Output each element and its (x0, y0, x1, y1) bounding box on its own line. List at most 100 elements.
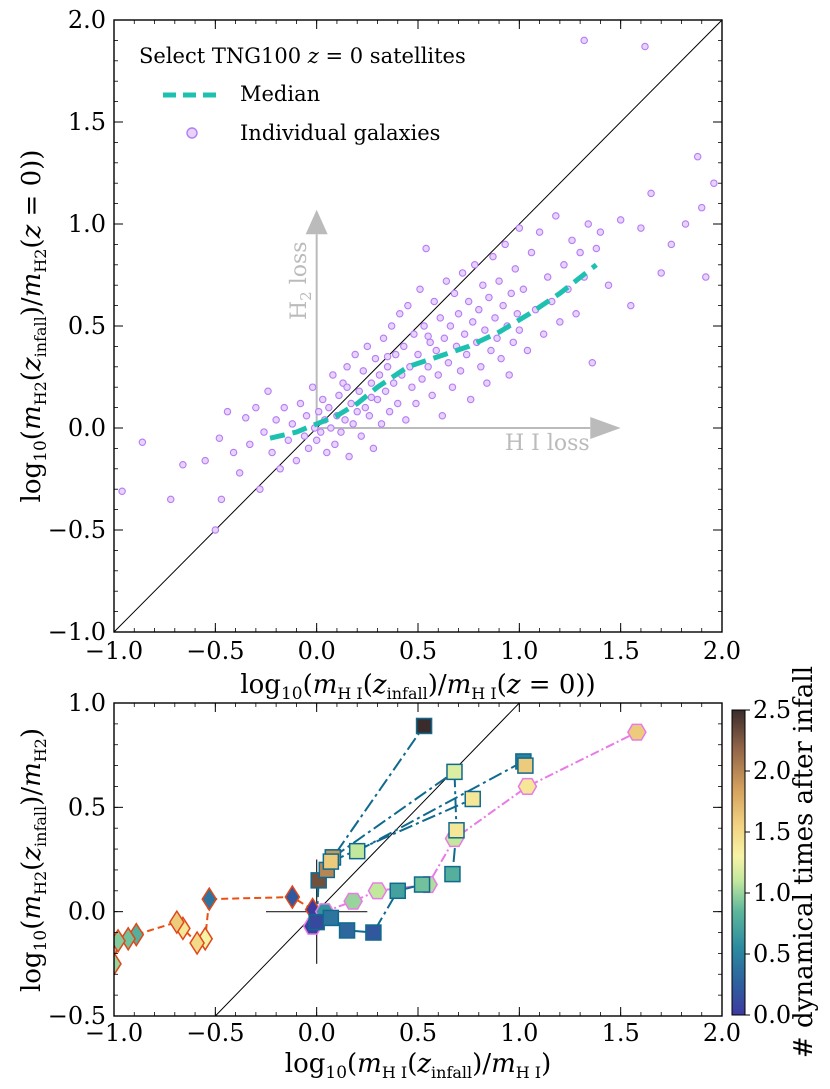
colorbar-tick-label: 1.5 (753, 818, 791, 846)
median-line (269, 262, 598, 441)
galaxy-point (552, 212, 560, 220)
colorbar-gradient (731, 709, 746, 1016)
galaxy-point (325, 403, 333, 412)
legend-galaxy-swatch (186, 127, 198, 139)
squares-track (356, 760, 527, 853)
x-tick-label: 1.5 (602, 637, 640, 665)
galaxy-point (302, 412, 311, 420)
square-marker (389, 882, 406, 900)
galaxy-point (627, 301, 635, 310)
galaxy-point (118, 487, 126, 495)
galaxy-point (543, 273, 552, 281)
y-tick-label: 0.0 (68, 414, 106, 442)
top-ylabel: log10(mH2(zinfall)/mH2(z = 0)) (17, 150, 51, 503)
x-tick-label: 2.0 (703, 1019, 741, 1047)
galaxy-point (535, 228, 544, 236)
colorbar-tick-label: 0.0 (753, 1001, 791, 1029)
galaxy-point (256, 485, 264, 493)
galaxy-point (304, 444, 313, 453)
galaxy-point (507, 289, 515, 298)
galaxy-point (515, 326, 524, 334)
galaxy-point (400, 342, 408, 351)
colorbar-tick-label: 1.0 (753, 879, 791, 907)
galaxy-point (201, 456, 209, 465)
galaxy-point (296, 399, 305, 408)
track-markers (114, 717, 647, 977)
galaxy-point (343, 383, 351, 391)
galaxy-point (560, 261, 568, 269)
galaxy-point (450, 289, 459, 298)
square-marker (348, 842, 366, 860)
galaxy-point (246, 440, 254, 449)
galaxy-point (408, 383, 416, 391)
galaxy-point (460, 330, 469, 338)
h2-loss-label: H2 loss (287, 241, 315, 320)
galaxy-point (702, 273, 710, 281)
galaxy-point (681, 220, 690, 228)
galaxy-point (487, 346, 495, 355)
galaxy-point (402, 416, 410, 424)
square-marker (322, 909, 340, 927)
galaxy-point (276, 465, 284, 473)
galaxy-point (416, 285, 424, 294)
galaxy-point (426, 338, 434, 347)
y-tick-label: −0.5 (48, 516, 106, 544)
colorbar-ticks: 0.0 0.5 1.0 1.5 2.0 2.5 (745, 696, 791, 1029)
galaxy-point (381, 387, 390, 396)
h2-loss-arrow-head (305, 209, 328, 235)
galaxy-point (454, 310, 463, 318)
galaxy-point (456, 367, 465, 375)
galaxy-point (393, 399, 402, 408)
galaxy-point (418, 375, 426, 383)
one-to-one-line (114, 20, 722, 632)
legend-median-label: Median (240, 82, 320, 106)
galaxy-point (592, 244, 601, 253)
square-marker (365, 924, 382, 941)
galaxy-point (667, 240, 676, 249)
galaxy-point (377, 420, 386, 428)
galaxy-point (369, 444, 378, 453)
hexagon-marker (367, 882, 388, 900)
y-tick-label: 0.5 (68, 793, 106, 821)
galaxy-point (223, 407, 232, 416)
galaxy-point (479, 281, 487, 289)
galaxy-point (347, 399, 355, 408)
galaxy-point (166, 495, 175, 504)
diamonds-track (114, 896, 314, 965)
y-tick-label: 0.5 (68, 312, 106, 340)
galaxy-point (414, 350, 422, 359)
galaxy-point (489, 252, 497, 261)
galaxy-point (481, 326, 489, 334)
galaxy-point (371, 354, 380, 363)
x-tick-label: 1.5 (602, 1019, 640, 1047)
galaxy-point (464, 297, 473, 306)
galaxy-point (430, 297, 438, 306)
galaxy-point (568, 236, 576, 245)
galaxy-point (436, 314, 445, 322)
galaxy-point (442, 277, 451, 285)
galaxy-point (292, 456, 301, 465)
galaxy-point (647, 189, 655, 198)
galaxy-point (432, 346, 440, 355)
x-tick-label: 1.0 (500, 637, 538, 665)
galaxy-point (288, 420, 297, 428)
bottom-axes-frame (113, 702, 723, 1017)
galaxy-point (410, 330, 418, 338)
galaxy-point (710, 179, 718, 187)
galaxy-point (462, 350, 471, 359)
galaxy-point (373, 395, 382, 404)
galaxy-point (312, 436, 321, 444)
galaxy-point (438, 412, 447, 420)
galaxy-point (215, 434, 224, 442)
square-marker (308, 913, 325, 931)
galaxy-point (387, 322, 396, 330)
galaxy-point (483, 379, 491, 387)
bottom-xlabel: log10(mH I(zinfall)/mH I) (285, 1049, 552, 1083)
y-tick-label: −0.5 (48, 1002, 106, 1030)
galaxy-point (353, 407, 361, 416)
galaxy-point (343, 363, 351, 371)
galaxy-point (179, 460, 187, 469)
galaxy-point (365, 412, 374, 420)
square-marker (448, 822, 465, 839)
colorbar-tick-label: 0.5 (753, 940, 791, 968)
